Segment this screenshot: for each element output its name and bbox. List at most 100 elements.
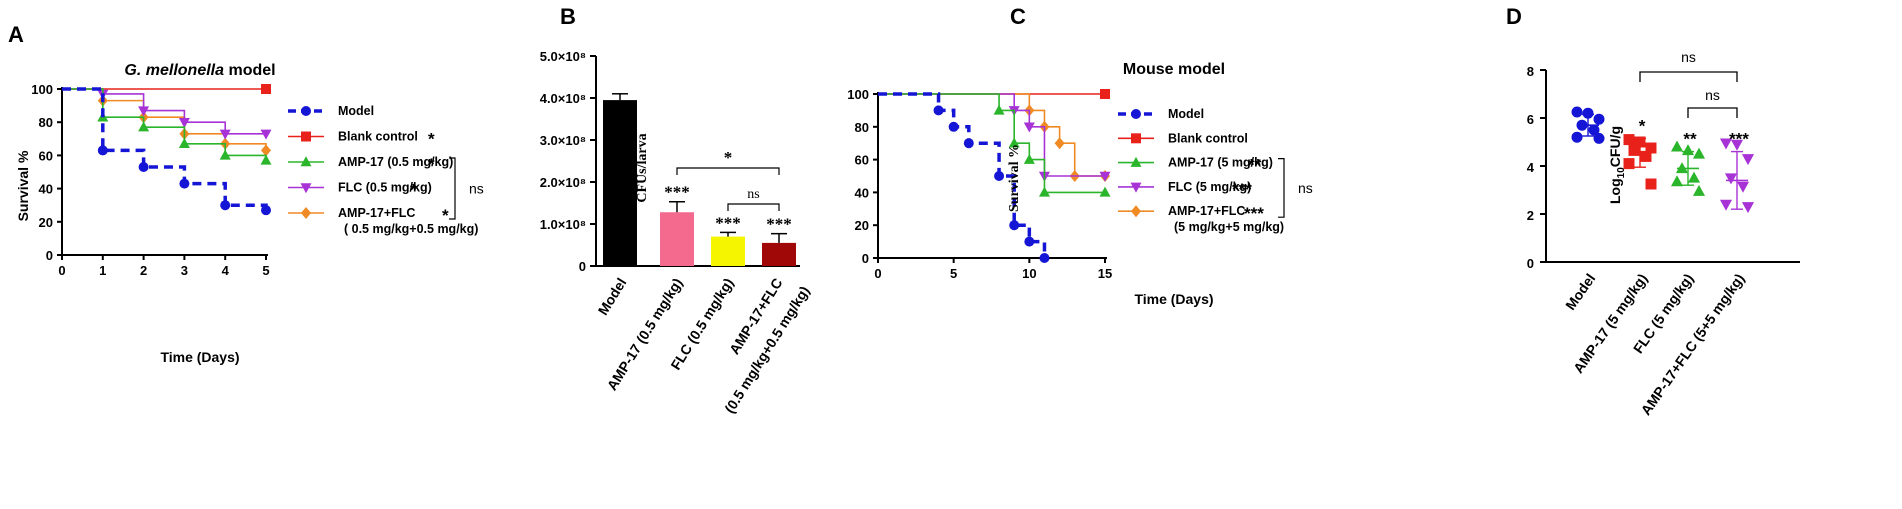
panel-c-series-point [1100,89,1110,99]
panel-d-y-tick-label: 2 [1527,208,1534,223]
panel-d-point [1623,158,1635,170]
panel-d-ylabel-rest: CFU/g [1607,126,1623,167]
panel-d-point [1741,202,1755,214]
panel-b-y-tick-label: 4.0×10⁸ [540,91,586,106]
panel-c-series-line [878,93,1105,177]
panel-d-point [1687,171,1701,183]
panel-a-legend-swatch-marker [301,207,311,219]
panel-d-y-tick-label: 0 [1527,256,1534,271]
panel-a-xlabel: Time (Days) [160,349,239,365]
panel-b-y-tick-label: 1.0×10⁸ [540,217,586,232]
panel-d-point [1736,181,1750,193]
panel-c-series-point [1038,186,1050,197]
panel-c-xlabel: Time (Days) [1134,291,1213,307]
panel-d-point [1730,139,1744,151]
panel-d-significance: * [1639,116,1646,135]
panel-b-bracket-ns [727,203,780,211]
panel-a-series-point [178,117,190,128]
panel-letter-a: A [8,22,24,47]
panel-a-series-point [260,129,272,140]
panel-d-point [1675,162,1689,174]
panel-c-legend-swatch-marker [1131,205,1141,218]
panel-a-y-tick-label: 80 [39,115,53,130]
panel-c-series-point [993,104,1005,115]
panel-c-series-point [994,171,1005,181]
panel-b-axes: 0 1.0×10⁸ 2.0×10⁸ 3.0×10⁸ 4.0×10⁸ 5.0×10⁸ [540,49,800,274]
panel-d-y-tick-label: 4 [1527,160,1535,175]
panel-a-legend-significance: * [442,206,449,225]
panel-c-series-line [878,93,1105,177]
panel-b-bar [660,212,694,266]
panel-d-point [1719,138,1733,150]
panel-c-legend-significance: ** [1248,156,1262,175]
panel-a-legend-label-line2: ( 0.5 mg/kg+0.5 mg/kg) [344,222,478,236]
panel-c-ylabel: Survival % [1007,144,1022,212]
panel-c-ns-label: ns [1298,180,1313,196]
panel-c-x-tick-label: 5 [950,266,957,281]
panel-b-y-tick-label: 3.0×10⁸ [540,133,586,148]
panel-c-legend-significance: *** [1244,204,1264,223]
panel-c-legend-swatch-marker [1130,182,1142,193]
panel-a-legend-label: AMP-17+FLC [338,206,415,220]
panel-a-axes: 0 1 2 3 4 5 0 20 40 60 80 100 [31,82,269,278]
panel-b-bar [603,100,637,266]
panel-d-bracket-inner [1687,107,1738,118]
panel-a-series-point [261,84,271,94]
panel-a-series-point [179,178,190,189]
panel-c-legend-label: Blank control [1168,131,1248,145]
panel-a-series-point [261,205,271,216]
panel-d-point [1588,124,1600,136]
panel-a-series-point [219,129,231,140]
panel-a-title-rest: model [224,62,276,79]
panel-d-bracket-inner-label: ns [1705,87,1720,103]
panel-b-y-tick-label: 0 [579,259,586,274]
panel-c-legend-label: AMP-17 (5 mg/kg) [1168,156,1273,170]
panel-c-series-point [933,105,944,116]
panel-c-legend-label: FLC (5 mg/kg) [1168,180,1251,194]
panel-d-point [1571,131,1583,143]
panel-d-bracket-outer-label: ns [1681,49,1696,65]
panel-c-y-tick-label: 100 [847,87,869,102]
panel-d-ylabel: Log10CFU/g [1607,126,1627,204]
panel-d-point [1623,134,1635,146]
panel-d-point [1640,150,1652,162]
panel-a-survival-galleria: G. mellonella model 0 1 2 3 4 5 0 20 40 60 80 100 M… [15,62,484,365]
panel-a-ns-bracket [449,157,456,220]
panel-b-bracket-ns-label: ns [747,187,759,202]
panel-d-ylabel-sub: 10 [1616,167,1627,179]
panel-d-significance: ** [1683,130,1697,149]
panel-a-x-tick-label: 2 [140,263,147,278]
panel-d-point [1571,106,1583,118]
panel-c-survival-mouse: Mouse model 0 5 10 15 0 20 40 60 80 100 Model Blan… [847,61,1313,307]
panel-a-legend-swatch-marker [301,131,311,142]
panel-c-series-point [1008,137,1020,148]
panel-c-series-point [1099,186,1111,197]
panel-c-x-tick-label: 10 [1022,266,1036,281]
panel-a-legend-label: AMP-17 (0.5 mg/kg) [338,155,453,169]
panel-c-legend-significance: *** [1232,180,1252,199]
panel-a-y-tick-label: 100 [31,82,53,97]
panel-c-series-point [963,138,974,149]
panel-d-y-tick-label: 8 [1527,64,1534,79]
panel-a-series-line [62,88,267,161]
panel-a-series-line [62,87,268,211]
panel-a-y-tick-label: 20 [39,215,53,230]
panel-c-series-line [878,92,1047,258]
panel-c-x-tick-label: 0 [874,266,881,281]
panel-a-x-tick-label: 3 [181,263,188,278]
panel-a-legend-swatch-marker [301,106,311,116]
panel-c-x-tick-label: 15 [1098,266,1112,281]
panel-c-legend-label: AMP-17+FLC [1168,204,1245,218]
panel-c-series-line [878,93,1105,194]
panel-letter-c: C [1010,4,1026,29]
panel-a-series-point [261,144,271,157]
panel-d-point [1593,113,1605,125]
panel-b-bar [762,242,796,266]
panel-d-point [1724,173,1738,185]
panel-a-series-point [219,149,231,160]
panel-c-y-tick-label: 60 [855,153,869,168]
panel-b-significance: *** [766,215,792,234]
panel-a-series-point [138,106,150,117]
